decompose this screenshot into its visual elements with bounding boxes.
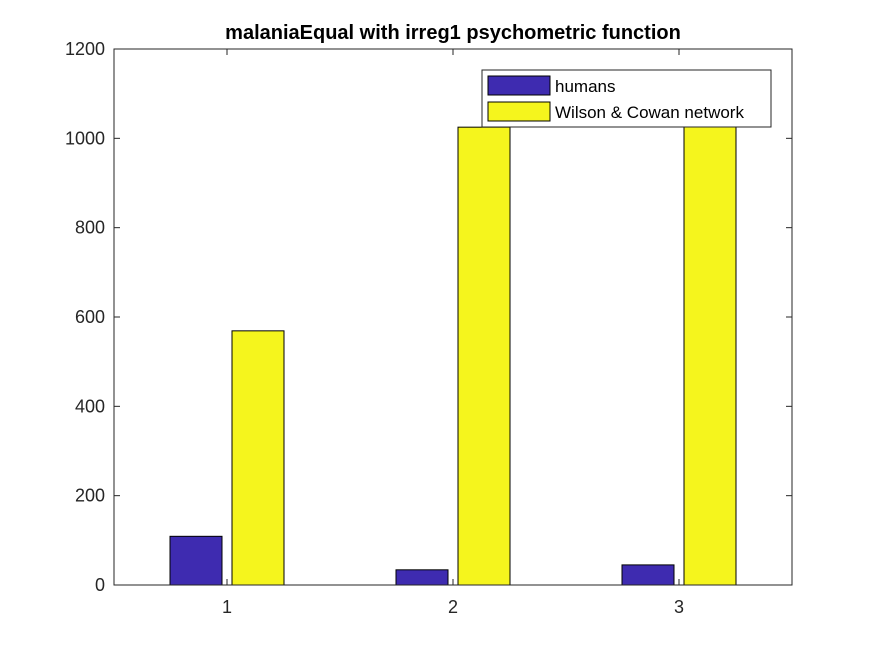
x-axis: 1 2 3 [222,49,684,617]
y-tick-label: 200 [75,486,105,506]
bar-series-2-category-2 [457,126,511,586]
bar-series-2-category-1 [231,330,285,586]
bar-series-1-category-3 [621,564,675,586]
bar-series-1-category-1 [169,535,223,586]
y-tick-label: 1200 [65,39,105,59]
y-tick-label: 0 [95,575,105,595]
legend: humans Wilson & Cowan network [481,69,772,128]
legend-label-humans: humans [555,77,615,96]
legend-swatch-wilson-cowan-network [487,101,551,122]
bar-series-1-category-2 [395,569,449,586]
y-tick-label: 1000 [65,128,105,148]
bar-series-2-category-3 [683,124,737,586]
chart-title: malaniaEqual with irreg1 psychometric fu… [225,22,681,44]
y-tick-label: 400 [75,396,105,416]
x-tick-label: 2 [448,597,458,617]
x-tick-label: 3 [674,597,684,617]
legend-swatch-humans [487,75,551,96]
legend-label-wilson-cowan-network: Wilson & Cowan network [555,103,744,122]
y-tick-label: 800 [75,218,105,238]
y-tick-label: 600 [75,307,105,327]
bars-layer [169,124,737,586]
y-axis: 0 200 400 600 800 1000 1200 [65,39,792,595]
x-tick-label: 1 [222,597,232,617]
